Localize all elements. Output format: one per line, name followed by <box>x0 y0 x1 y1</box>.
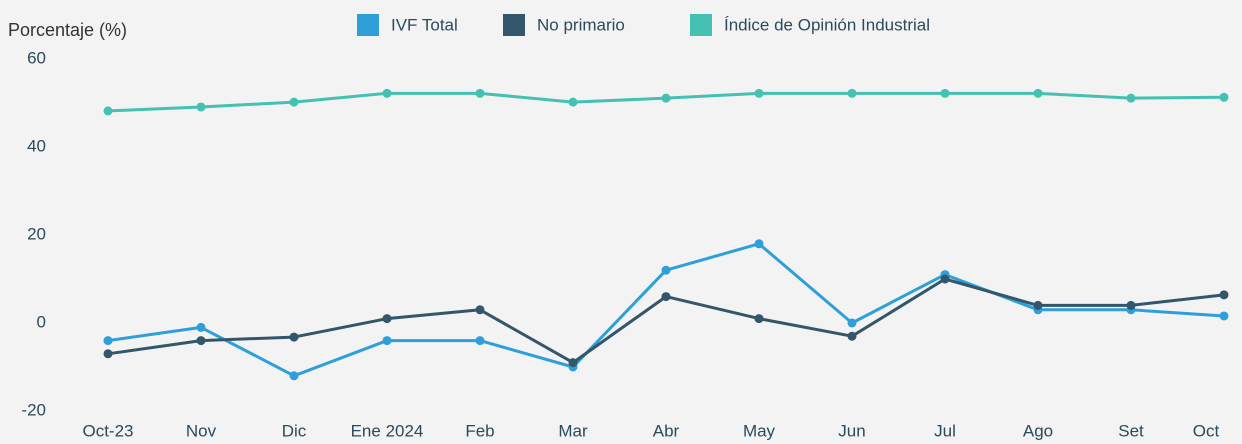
data-point <box>847 318 857 328</box>
data-point <box>1126 93 1136 103</box>
y-axis-label: Porcentaje (%) <box>8 20 127 40</box>
data-point <box>661 292 671 302</box>
data-point <box>1033 300 1043 310</box>
data-point <box>196 336 206 346</box>
data-point <box>1219 92 1229 102</box>
data-point <box>196 322 206 332</box>
y-tick-label: 0 <box>37 312 46 331</box>
x-tick-label: Ene 2024 <box>351 421 424 440</box>
data-point <box>103 336 113 346</box>
data-point <box>847 331 857 341</box>
legend-label: Índice de Opinión Industrial <box>724 15 930 34</box>
legend-swatch <box>690 14 712 36</box>
x-tick-label: Mar <box>558 421 588 440</box>
data-point <box>940 274 950 284</box>
x-tick-label: Feb <box>465 421 494 440</box>
x-tick-label: Dic <box>282 421 307 440</box>
data-point <box>568 97 578 107</box>
data-point <box>475 88 485 98</box>
legend-swatch <box>503 14 525 36</box>
data-point <box>475 305 485 315</box>
y-tick-label: 40 <box>27 136 46 155</box>
legend-swatch <box>357 14 379 36</box>
x-tick-label: Set <box>1118 421 1144 440</box>
x-tick-label: May <box>743 421 776 440</box>
y-tick-label: 20 <box>27 224 46 243</box>
y-tick-label: 60 <box>27 48 46 67</box>
data-point <box>103 106 113 116</box>
x-tick-label: Oct-23 <box>82 421 133 440</box>
data-point <box>754 314 764 324</box>
x-tick-label: Jun <box>838 421 865 440</box>
x-tick-label: Ago <box>1023 421 1053 440</box>
series-line <box>107 277 1225 365</box>
data-point <box>103 349 113 359</box>
series-line <box>107 242 1225 378</box>
data-point <box>382 88 392 98</box>
data-point <box>940 88 950 98</box>
data-point <box>847 88 857 98</box>
legend-label: IVF Total <box>391 15 458 34</box>
data-point <box>754 239 764 249</box>
data-point <box>1219 311 1229 321</box>
data-point <box>1033 88 1043 98</box>
x-tick-label: Jul <box>934 421 956 440</box>
data-point <box>289 332 299 342</box>
data-point <box>382 336 392 346</box>
data-point <box>196 102 206 112</box>
data-point <box>1219 290 1229 300</box>
y-tick-label: -20 <box>21 400 46 419</box>
data-point <box>661 93 671 103</box>
data-point <box>568 358 578 368</box>
data-point <box>1126 300 1136 310</box>
x-tick-label: Abr <box>653 421 680 440</box>
x-tick-label: Oct <box>1193 421 1220 440</box>
data-point <box>289 97 299 107</box>
data-point <box>754 88 764 98</box>
legend-label: No primario <box>537 15 625 34</box>
data-point <box>661 265 671 275</box>
data-point <box>475 336 485 346</box>
x-tick-label: Nov <box>186 421 217 440</box>
data-point <box>382 314 392 324</box>
data-point <box>289 371 299 381</box>
